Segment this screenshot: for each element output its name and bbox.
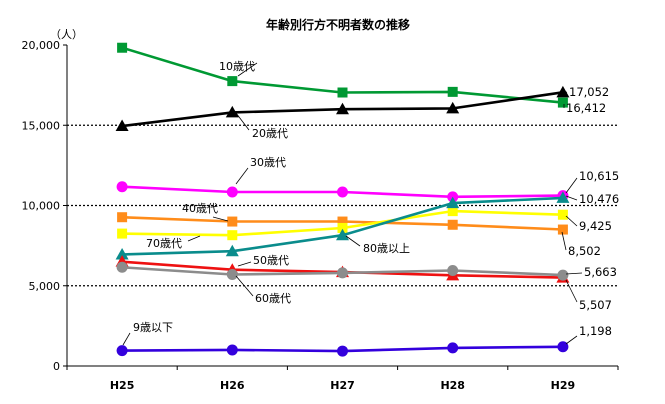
data-point — [116, 261, 128, 273]
data-point — [225, 244, 239, 257]
series-7 — [116, 261, 569, 281]
end-value-label: 1,198 — [579, 324, 612, 338]
end-value-label: 9,425 — [579, 219, 612, 233]
data-point — [226, 186, 238, 198]
end-value-label: 17,052 — [569, 85, 609, 99]
data-point — [447, 265, 459, 277]
y-tick-label: 10,000 — [22, 200, 61, 213]
data-point — [226, 269, 238, 281]
y-tick-label: 20,000 — [22, 39, 61, 52]
label-leader-line — [212, 216, 229, 222]
end-value-label: 10,615 — [579, 169, 619, 183]
data-point — [557, 269, 569, 281]
series-2 — [116, 181, 569, 203]
series-labels: 10歳代 20歳代 30歳代 40歳代 70歳代 80歳以上 50歳代 60歳代 9歳以下 17,… — [122, 60, 619, 346]
data-point — [446, 196, 460, 209]
data-point — [447, 342, 459, 354]
data-point — [227, 76, 238, 87]
data-point — [447, 86, 458, 97]
data-point — [337, 267, 348, 279]
grid-lines — [67, 124, 618, 287]
x-tick-label: H26 — [220, 379, 245, 392]
label-leader-line — [235, 167, 249, 185]
label-leader-line — [122, 332, 131, 346]
label-leader-line — [235, 275, 254, 297]
data-point — [557, 224, 568, 235]
data-point — [337, 186, 348, 198]
series-1 — [115, 85, 570, 132]
data-point — [337, 216, 348, 227]
end-label-leader — [565, 215, 578, 227]
data-point — [557, 97, 568, 108]
end-label-leader — [565, 335, 578, 345]
end-value-label: 5,507 — [579, 298, 612, 312]
label-leader-line — [237, 261, 252, 267]
data-point — [116, 181, 128, 193]
data-point — [117, 212, 128, 223]
y-tick-label: 15,000 — [22, 119, 61, 132]
x-tick-label: H27 — [330, 379, 355, 392]
end-label-leader — [565, 272, 583, 275]
series-3 — [117, 212, 568, 235]
data-point — [336, 228, 349, 241]
label-leader-line — [187, 235, 201, 242]
data-point — [557, 341, 569, 353]
data-point — [337, 345, 348, 357]
series-name-label: 60歳代 — [255, 292, 291, 305]
series-name-label: 50歳代 — [253, 254, 289, 267]
series-name-label: 70歳代 — [146, 237, 182, 250]
end-label-leader — [565, 279, 578, 303]
series-4 — [117, 206, 568, 241]
data-point — [447, 219, 458, 230]
end-label-leader — [561, 231, 567, 251]
end-label-leader — [565, 177, 578, 194]
end-label-leader — [561, 91, 568, 95]
x-tick-label: H29 — [551, 379, 576, 392]
end-label-leader — [565, 195, 578, 201]
series-5 — [115, 191, 570, 260]
y-tick-label: 0 — [53, 360, 60, 373]
data-point — [227, 216, 238, 227]
series-name-label: 40歳代 — [182, 202, 218, 215]
data-point — [337, 222, 348, 233]
series-group — [115, 42, 570, 357]
x-tick-label: H28 — [440, 379, 465, 392]
data-point — [115, 247, 129, 260]
series-name-label: 30歳代 — [250, 156, 286, 169]
series-name-label: 10歳代 — [219, 60, 255, 73]
data-point — [115, 119, 129, 132]
series-name-label: 20歳代 — [252, 127, 288, 140]
data-point — [337, 87, 348, 98]
data-point — [446, 101, 460, 114]
chart-title: 年齢別行方不明者数の推移 — [266, 17, 410, 32]
end-value-label: 10,476 — [579, 192, 619, 206]
data-point — [447, 206, 458, 217]
end-value-label: 5,663 — [584, 265, 617, 279]
axes: 0 5,000 10,000 15,000 20,000 H25 H26 H27 H28 H29 — [22, 39, 619, 392]
label-leader-line — [345, 235, 361, 247]
data-point — [557, 209, 568, 220]
x-tick-label: H25 — [110, 379, 135, 392]
end-value-label: 16,412 — [566, 101, 606, 115]
series-0 — [117, 42, 568, 108]
data-point — [117, 42, 128, 53]
series-8 — [116, 341, 569, 357]
y-axis-unit: （人） — [50, 28, 83, 41]
series-name-label: 80歳以上 — [363, 242, 410, 255]
label-leader-line — [235, 112, 250, 131]
data-point — [116, 345, 128, 357]
end-value-label: 8,502 — [568, 244, 601, 258]
label-leader-line — [237, 62, 258, 77]
data-point — [225, 105, 239, 118]
data-point — [556, 85, 570, 98]
series-name-label: 9歳以下 — [133, 321, 173, 334]
data-point — [336, 102, 349, 115]
data-point — [226, 344, 238, 356]
y-tick-label: 5,000 — [29, 280, 61, 293]
data-point — [227, 230, 238, 241]
data-point — [556, 191, 570, 203]
data-point — [117, 228, 128, 239]
